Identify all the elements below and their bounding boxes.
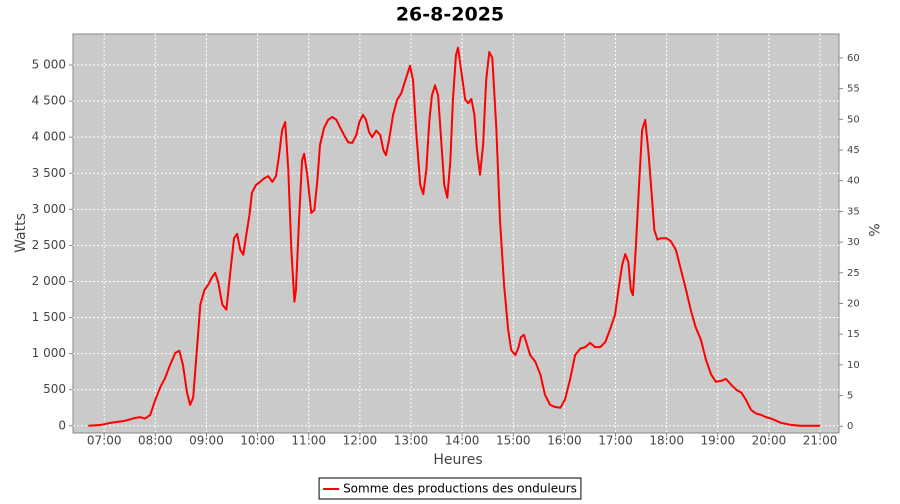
x-tick-label: 16:00: [547, 434, 582, 448]
y2-tick-label: 15: [847, 329, 860, 340]
y2-tick-label: 10: [847, 360, 860, 371]
y-axis-label: Watts: [13, 213, 29, 253]
x-axis-label: Heures: [433, 452, 482, 468]
y-tick-label: 5 000: [32, 58, 66, 72]
y2-tick-label: 30: [847, 237, 860, 248]
y-tick-label: 2 500: [32, 238, 66, 252]
data-line: [88, 46, 821, 427]
x-tick-label: 15:00: [496, 434, 531, 448]
x-tick-label: 10:00: [240, 434, 275, 448]
y2-axis-label: %: [865, 223, 881, 236]
plot-area: [72, 33, 840, 434]
y2-tick-label: 25: [847, 268, 860, 279]
y-tick-label: 4 500: [32, 94, 66, 108]
x-tick-label: 19:00: [701, 434, 736, 448]
x-tick-label: 21:00: [803, 434, 838, 448]
x-tick-label: 07:00: [87, 434, 122, 448]
y-tick-label: 1 500: [32, 310, 66, 324]
x-tick-label: 20:00: [752, 434, 787, 448]
x-tick-label: 09:00: [189, 434, 224, 448]
y-tick-label: 1 000: [32, 346, 66, 360]
y-tick-label: 0: [58, 418, 66, 432]
y2-tick-label: 50: [847, 114, 860, 125]
y-tick-label: 3 500: [32, 166, 66, 180]
x-tick-label: 13:00: [394, 434, 429, 448]
y2-tick-label: 0: [847, 421, 853, 432]
legend-label: Somme des productions des onduleurs: [343, 482, 577, 496]
x-tick-label: 11:00: [291, 434, 326, 448]
legend-box: [318, 477, 582, 500]
y-tick-label: 2 000: [32, 274, 66, 288]
y2-tick-label: 60: [847, 53, 860, 64]
y2-tick-label: 35: [847, 206, 860, 217]
x-tick-label: 17:00: [598, 434, 633, 448]
y2-tick-label: 55: [847, 84, 860, 95]
y-tick-label: 3 000: [32, 202, 66, 216]
x-tick-label: 08:00: [138, 434, 173, 448]
y-tick-label: 500: [43, 382, 66, 396]
x-tick-label: 12:00: [343, 434, 378, 448]
y2-tick-label: 45: [847, 145, 860, 156]
x-tick-label: 18:00: [649, 434, 684, 448]
y2-tick-label: 5: [847, 391, 853, 402]
chart-title: 26-8-2025: [396, 4, 504, 26]
y2-tick-label: 40: [847, 176, 860, 187]
x-tick-label: 14:00: [445, 434, 480, 448]
y-tick-label: 4 000: [32, 130, 66, 144]
y2-tick-label: 20: [847, 298, 860, 309]
